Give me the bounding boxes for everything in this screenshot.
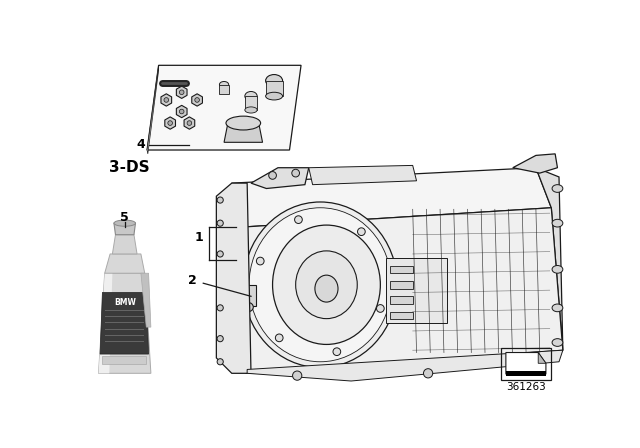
Circle shape [508, 361, 517, 370]
Bar [390, 296, 413, 304]
Bar [102, 356, 147, 364]
Ellipse shape [226, 116, 260, 130]
Circle shape [257, 257, 264, 265]
Bar [390, 281, 413, 289]
Polygon shape [147, 65, 301, 150]
Ellipse shape [245, 107, 257, 113]
Text: 5: 5 [120, 211, 129, 224]
Polygon shape [513, 154, 557, 173]
Bar [506, 371, 546, 376]
Circle shape [269, 172, 276, 179]
Circle shape [294, 216, 302, 224]
Text: 1: 1 [195, 231, 204, 244]
Circle shape [187, 121, 192, 125]
Circle shape [275, 334, 283, 342]
Ellipse shape [243, 202, 397, 367]
Polygon shape [161, 94, 172, 106]
Ellipse shape [220, 82, 228, 88]
Polygon shape [536, 168, 563, 350]
Bar [390, 312, 413, 319]
Bar [239, 285, 257, 306]
Text: 3-DS: 3-DS [109, 160, 149, 175]
Ellipse shape [273, 225, 380, 345]
Ellipse shape [266, 92, 283, 100]
Circle shape [376, 305, 384, 312]
Polygon shape [177, 86, 187, 99]
Circle shape [195, 98, 200, 102]
Polygon shape [192, 94, 202, 106]
Polygon shape [113, 235, 137, 254]
Polygon shape [184, 117, 195, 129]
Circle shape [217, 336, 223, 342]
Ellipse shape [249, 208, 392, 362]
Polygon shape [247, 350, 563, 381]
Polygon shape [224, 123, 262, 142]
Circle shape [217, 305, 223, 311]
Bar [266, 81, 283, 96]
Bar [245, 96, 257, 110]
Circle shape [217, 251, 223, 257]
Ellipse shape [114, 220, 136, 226]
Ellipse shape [245, 91, 257, 101]
Circle shape [217, 197, 223, 203]
Circle shape [168, 121, 172, 125]
Ellipse shape [296, 251, 357, 319]
Polygon shape [224, 350, 563, 373]
Bar [390, 266, 413, 273]
Circle shape [179, 109, 184, 114]
Ellipse shape [552, 304, 563, 312]
Polygon shape [251, 168, 308, 189]
Text: 4: 4 [137, 138, 145, 151]
Ellipse shape [552, 339, 563, 346]
Bar [220, 85, 228, 94]
Circle shape [292, 371, 302, 380]
Ellipse shape [552, 220, 563, 227]
Polygon shape [308, 165, 417, 185]
Text: 2: 2 [188, 275, 197, 288]
Circle shape [358, 228, 365, 236]
Circle shape [179, 90, 184, 95]
Polygon shape [177, 105, 187, 118]
Polygon shape [114, 223, 136, 235]
Circle shape [217, 359, 223, 365]
Polygon shape [243, 208, 563, 373]
Bar [386, 258, 447, 323]
Polygon shape [506, 353, 546, 374]
Circle shape [333, 348, 340, 356]
Polygon shape [147, 65, 159, 154]
Circle shape [292, 169, 300, 177]
Ellipse shape [266, 74, 283, 87]
Polygon shape [232, 168, 551, 227]
Polygon shape [105, 254, 145, 273]
Polygon shape [99, 273, 113, 373]
Circle shape [164, 98, 168, 102]
Polygon shape [99, 273, 151, 373]
Text: 361263: 361263 [506, 382, 546, 392]
Polygon shape [216, 183, 251, 373]
Bar [501, 348, 551, 380]
Polygon shape [538, 353, 546, 363]
Ellipse shape [552, 266, 563, 273]
Ellipse shape [243, 302, 253, 312]
Polygon shape [224, 183, 247, 373]
Text: BMW: BMW [114, 298, 136, 307]
Polygon shape [165, 117, 175, 129]
Circle shape [424, 369, 433, 378]
Circle shape [217, 220, 223, 226]
Polygon shape [141, 273, 151, 327]
Ellipse shape [315, 275, 338, 302]
Ellipse shape [552, 185, 563, 192]
Polygon shape [100, 293, 148, 354]
